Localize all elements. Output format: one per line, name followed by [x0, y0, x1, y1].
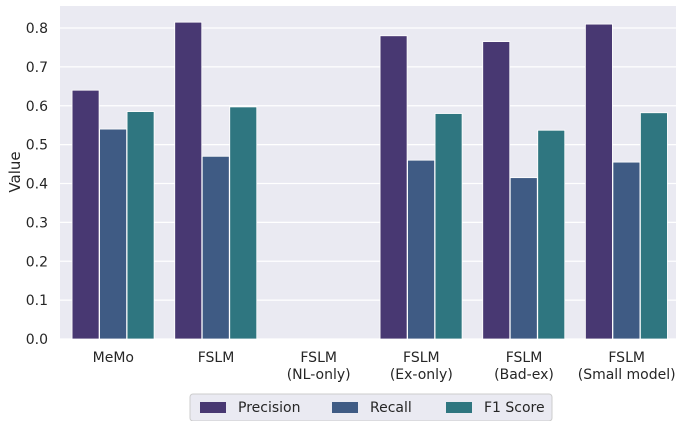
bar-recall [612, 161, 641, 340]
legend: Precision Recall F1 Score [189, 393, 553, 421]
bar-precision [585, 23, 613, 340]
grid-lines [60, 27, 676, 340]
y-tick-labels: 0.0 0.1 0.2 0.3 0.4 0.5 0.6 0.7 0.8 [26, 21, 48, 348]
x-tick-label: (NL-only) [287, 367, 351, 383]
bar-precision [71, 89, 100, 340]
y-tick-label: 0.5 [26, 138, 48, 154]
bar-f1-score [229, 106, 258, 340]
legend-label: Recall [370, 400, 412, 416]
bar-precision [482, 41, 511, 340]
bar-precision [379, 35, 408, 340]
y-tick-label: 0.7 [26, 60, 48, 76]
x-tick-label: FSLM [300, 350, 337, 366]
legend-swatch [332, 402, 358, 413]
y-tick-label: 0.6 [26, 99, 48, 115]
x-tick-label: FSLM [506, 350, 543, 366]
bar-f1-score [434, 113, 463, 340]
bar-f1-score [537, 129, 566, 340]
bar-recall [509, 177, 538, 340]
x-tick-label: (Small model) [578, 367, 676, 383]
legend-box [189, 393, 553, 421]
y-tick-label: 0.1 [26, 293, 48, 309]
y-tick-label: 0.2 [26, 254, 48, 270]
y-tick-label: 0.3 [26, 215, 48, 231]
bar-recall [99, 128, 127, 340]
bar-f1-score [126, 111, 155, 340]
x-tick-labels: MeMo FSLM FSLM(NL-only)FSLM(Ex-only)FSLM(B… [93, 350, 676, 383]
x-tick-label: MeMo [93, 350, 134, 366]
x-tick-label: (Bad-ex) [494, 367, 554, 383]
legend-label: F1 Score [484, 400, 545, 416]
y-axis-title: Value [6, 151, 24, 192]
x-tick-label: FSLM [198, 350, 235, 366]
y-tick-label: 0.8 [26, 21, 48, 37]
bar-f1-score [640, 112, 668, 340]
bar-recall [407, 159, 435, 340]
y-tick-label: 0.4 [26, 177, 48, 193]
legend-swatch [446, 402, 472, 413]
y-tick-label: 0.0 [26, 332, 48, 348]
bar-recall [201, 155, 230, 340]
legend-swatch [200, 402, 226, 413]
x-tick-label: FSLM [608, 350, 645, 366]
legend-label: Precision [238, 400, 300, 416]
bars [71, 21, 668, 340]
x-tick-label: FSLM [403, 350, 440, 366]
plot-background [60, 6, 676, 339]
x-tick-label: (Ex-only) [390, 367, 453, 383]
bar-precision [174, 21, 203, 340]
